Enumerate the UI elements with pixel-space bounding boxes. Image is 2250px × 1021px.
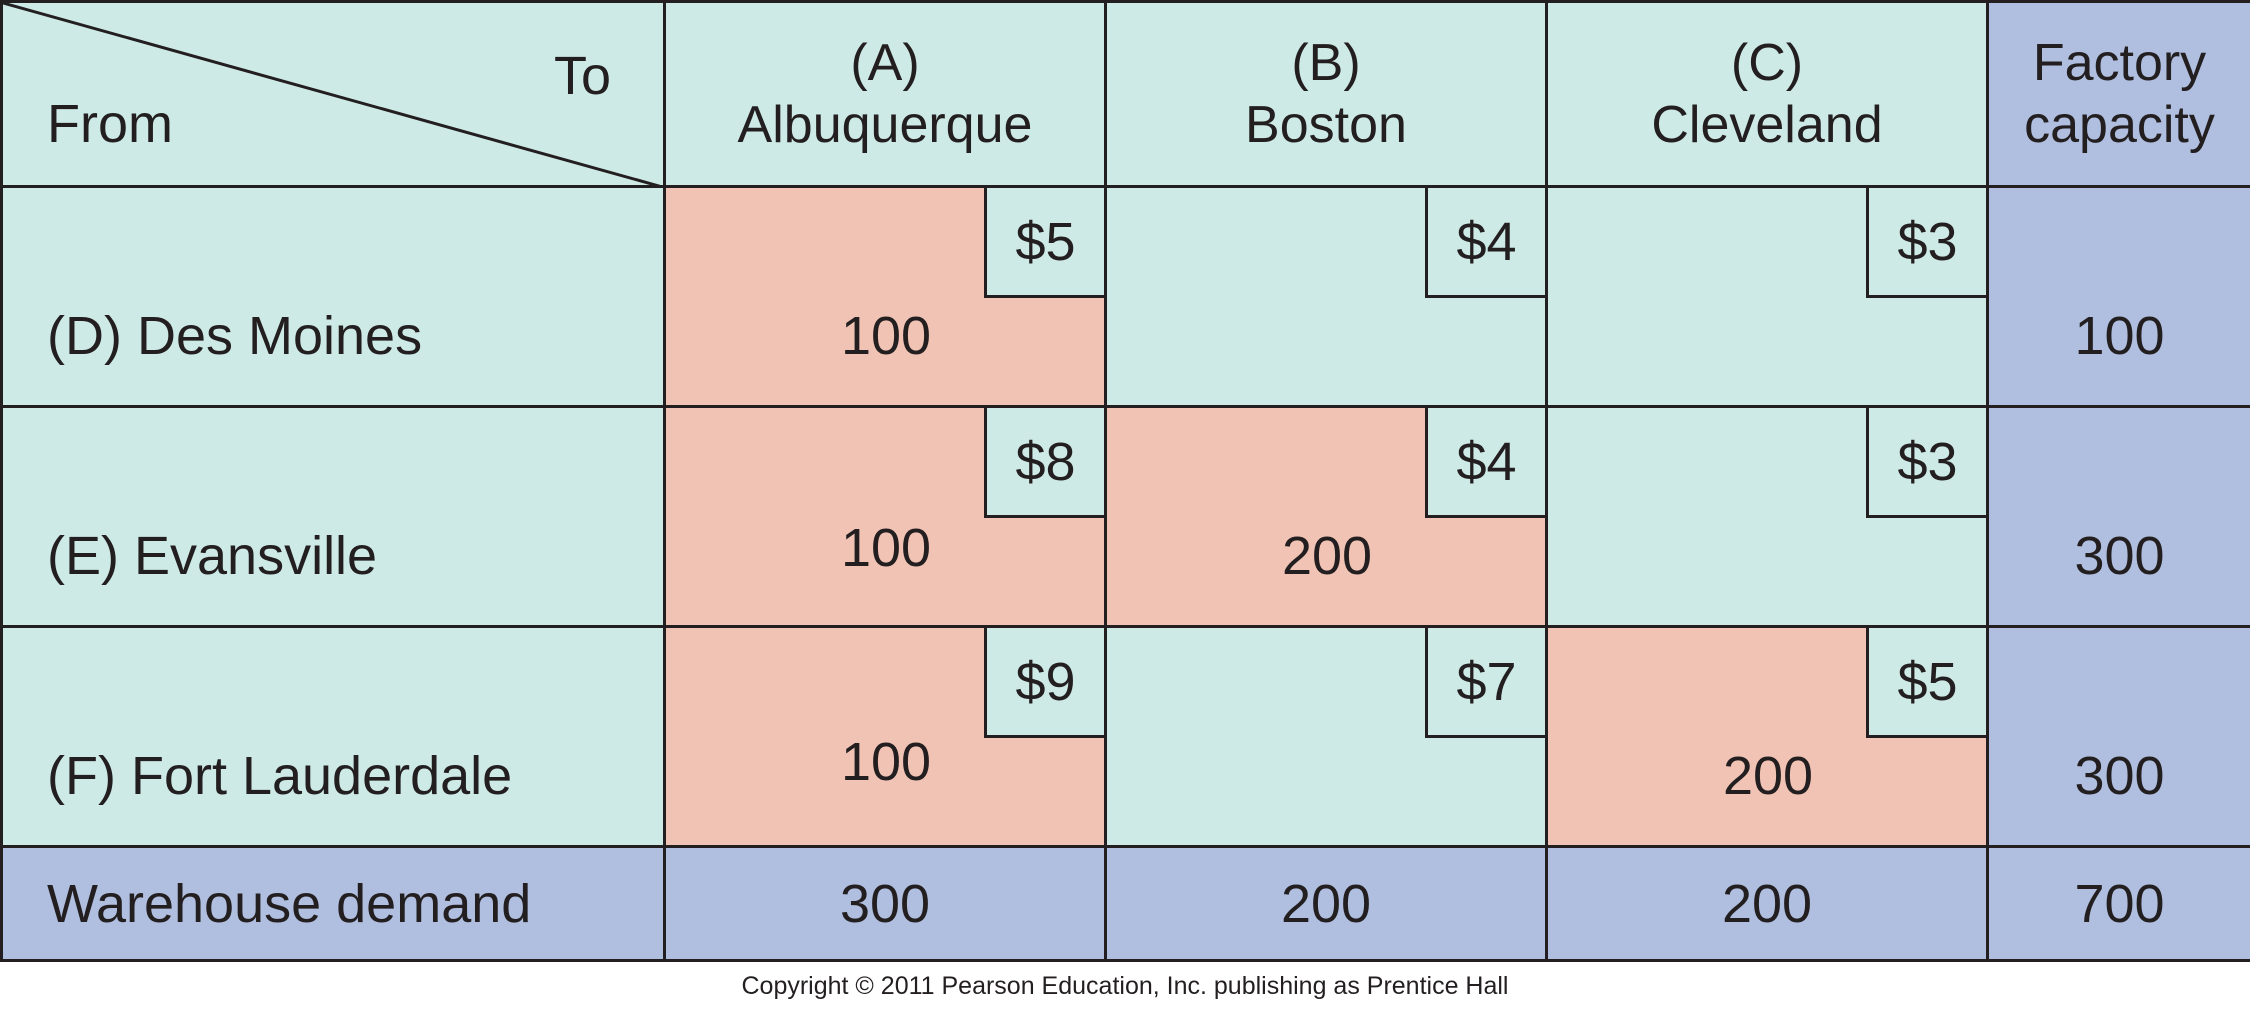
corner-from-label: From (47, 94, 173, 154)
row-header-cell: (F) Fort Lauderdale (0, 625, 666, 848)
column-header-boston: (B) Boston (1104, 0, 1548, 188)
allocation-quantity: 200 (1722, 746, 1814, 806)
allocation-quantity: 100 (840, 306, 932, 366)
row-label: (F) Fort Lauderdale (47, 746, 513, 806)
cost-box: $7 (1425, 628, 1545, 738)
demand-label: Warehouse demand (47, 873, 532, 934)
total-cell: 700 (1986, 845, 2250, 962)
allocation-quantity: 100 (840, 732, 932, 792)
route-cell-d-a: $5 100 (663, 185, 1107, 408)
allocation-quantity: 100 (840, 518, 932, 578)
capacity-header-line1: Factory (2032, 34, 2207, 92)
route-cell-f-a: $9 100 (663, 625, 1107, 848)
capacity-value: 300 (2074, 526, 2165, 586)
cost-box: $5 (1866, 628, 1986, 738)
header-row: To From (A) Albuquerque (B) Boston (C) C… (0, 0, 2250, 188)
capacity-header-line2: capacity (2024, 96, 2215, 154)
column-code: (B) (1291, 34, 1361, 92)
column-code: (A) (850, 34, 920, 92)
row-label: (E) Evansville (47, 526, 378, 586)
cost-box: $3 (1866, 188, 1986, 298)
route-cell-e-a: $8 100 (663, 405, 1107, 628)
corner-header-cell: To From (0, 0, 666, 188)
cost-box: $5 (984, 188, 1104, 298)
capacity-cell: 300 (1986, 625, 2250, 848)
demand-cell-cleveland: 200 (1545, 845, 1989, 962)
row-header-cell: (D) Des Moines (0, 185, 666, 408)
column-name: Albuquerque (737, 96, 1033, 154)
column-name: Boston (1245, 96, 1407, 154)
column-header-capacity: Factory capacity (1986, 0, 2250, 188)
cost-box: $3 (1866, 408, 1986, 518)
demand-value: 200 (1280, 873, 1372, 934)
demand-value: 200 (1721, 873, 1813, 934)
route-cell-e-b: $4 200 (1104, 405, 1548, 628)
cost-box: $8 (984, 408, 1104, 518)
capacity-value: 300 (2074, 746, 2165, 806)
demand-label-cell: Warehouse demand (0, 845, 666, 962)
cost-box: $9 (984, 628, 1104, 738)
route-cell-d-c: $3 (1545, 185, 1989, 408)
demand-row: Warehouse demand 300 200 200 700 (0, 845, 2250, 962)
copyright-notice: Copyright © 2011 Pearson Education, Inc.… (741, 972, 1509, 1000)
row-header-cell: (E) Evansville (0, 405, 666, 628)
cost-box: $4 (1425, 408, 1545, 518)
column-code: (C) (1730, 34, 1804, 92)
corner-to-label: To (553, 46, 611, 106)
capacity-cell: 300 (1986, 405, 2250, 628)
demand-value: 300 (839, 873, 931, 934)
route-cell-e-c: $3 (1545, 405, 1989, 628)
capacity-value: 100 (2074, 306, 2165, 366)
table-row-fort-lauderdale: (F) Fort Lauderdale $9 100 $7 $5 200 300 (0, 625, 2250, 848)
allocation-quantity: 200 (1281, 526, 1373, 586)
table-row-evansville: (E) Evansville $8 100 $4 200 $3 300 (0, 405, 2250, 628)
route-cell-f-b: $7 (1104, 625, 1548, 848)
transportation-table: To From (A) Albuquerque (B) Boston (C) C… (0, 0, 2250, 962)
table-row-des-moines: (D) Des Moines $5 100 $4 $3 100 (0, 185, 2250, 408)
corner-diagonal-line (3, 3, 666, 188)
column-name: Cleveland (1651, 96, 1883, 154)
route-cell-d-b: $4 (1104, 185, 1548, 408)
route-cell-f-c: $5 200 (1545, 625, 1989, 848)
demand-cell-albuquerque: 300 (663, 845, 1107, 962)
column-header-albuquerque: (A) Albuquerque (663, 0, 1107, 188)
row-label: (D) Des Moines (47, 306, 423, 366)
capacity-cell: 100 (1986, 185, 2250, 408)
demand-cell-boston: 200 (1104, 845, 1548, 962)
column-header-cleveland: (C) Cleveland (1545, 0, 1989, 188)
total-value: 700 (2074, 873, 2165, 934)
cost-box: $4 (1425, 188, 1545, 298)
